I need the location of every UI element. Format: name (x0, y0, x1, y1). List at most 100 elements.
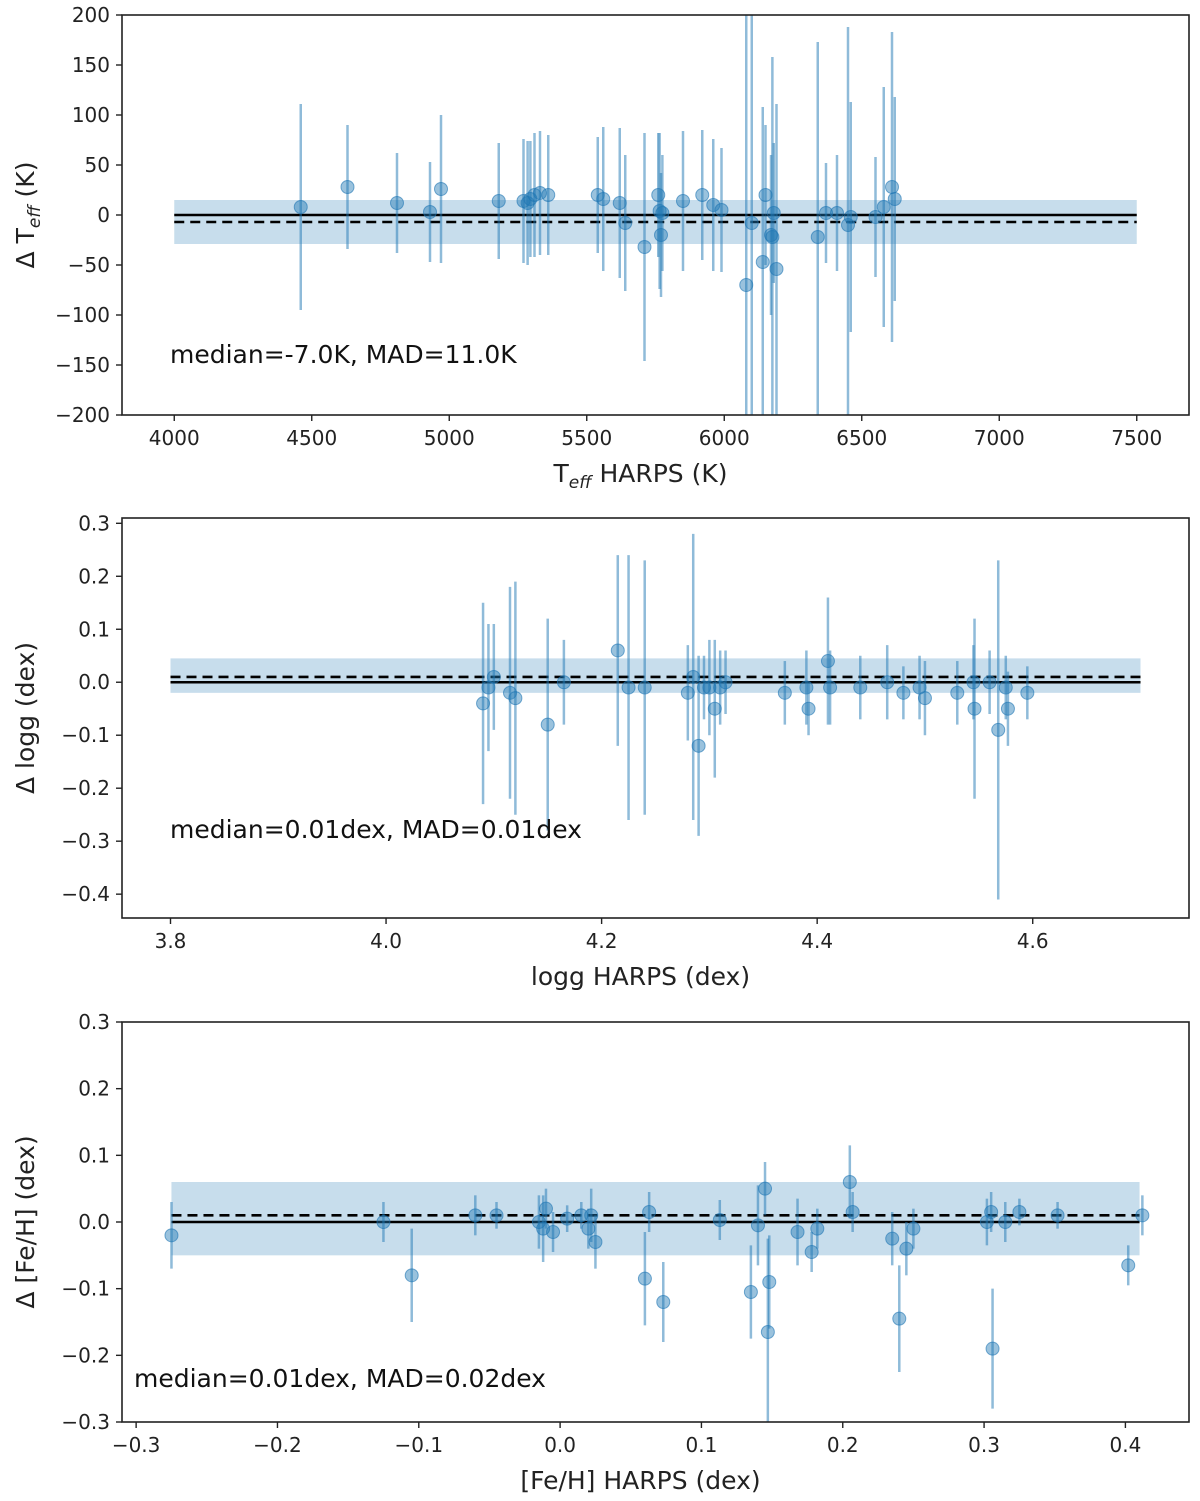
y-tick-label: −0.1 (61, 1277, 110, 1301)
data-point (1012, 1205, 1027, 1219)
stats-annotation: median=0.01dex, MAD=0.02dex (134, 1364, 546, 1393)
data-point (533, 186, 547, 200)
x-tick-label: −0.1 (394, 1433, 443, 1457)
data-point (967, 701, 982, 716)
data-point (906, 1221, 921, 1236)
x-tick-label: 4500 (286, 426, 337, 450)
y-tick-label: 0.1 (78, 1143, 110, 1167)
data-point (799, 680, 814, 695)
panel-logg: 3.8 4.0 4.2 4.4 4.6 −0.4 −0.3 −0.2 −0.1 0.0 0.1 0.2… (11, 511, 1190, 991)
y-tick-label: −100 (55, 303, 110, 327)
stats-annotation: median=0.01dex, MAD=0.01dex (170, 815, 582, 844)
y-axis-label: Δ Teff (K) (11, 162, 45, 269)
data-point (804, 1245, 819, 1259)
data-point (810, 1221, 825, 1236)
y-tick-label: −0.2 (61, 1343, 110, 1367)
data-point (998, 680, 1013, 695)
data-point (810, 230, 825, 244)
data-point (750, 1218, 765, 1233)
data-point (892, 1311, 907, 1326)
axes-frame (121, 517, 1190, 919)
y-tick-label: 0.3 (78, 511, 110, 535)
data-point (1135, 1208, 1150, 1223)
panel-teff: 4000 4500 5000 5500 6000 6500 7000 7500 −200 −150… (11, 3, 1190, 493)
x-tick-label: 7500 (1111, 426, 1162, 450)
data-point (588, 1235, 603, 1249)
data-point (434, 182, 448, 196)
data-point (1000, 701, 1015, 716)
data-point (950, 685, 965, 700)
data-point (676, 194, 690, 208)
data-point (293, 200, 308, 214)
data-point (538, 1201, 553, 1216)
data-point (880, 675, 895, 690)
data-point (885, 1231, 900, 1246)
x-tick-label: 5000 (424, 426, 475, 450)
data-point (596, 192, 611, 206)
data-point (868, 210, 883, 224)
data-point (546, 1225, 561, 1239)
data-point (887, 192, 902, 206)
data-point (1121, 1258, 1136, 1273)
data-point (164, 1228, 179, 1243)
data-point (714, 203, 729, 217)
x-tick-label: 4.2 (586, 929, 618, 953)
panel-feh: −0.3 −0.2 −0.1 0.0 0.1 0.2 0.3 0.4 −0.3 −0.2 −0.1 0… (11, 1010, 1190, 1495)
data-point (691, 738, 706, 753)
data-point (982, 675, 997, 690)
y-tick-label: −150 (55, 353, 110, 377)
y-tick-label: 150 (72, 53, 110, 77)
data-point (801, 701, 816, 716)
scatter-band (170, 658, 1141, 693)
y-axis-label: Δ [Fe/H] (dex) (11, 1135, 40, 1308)
data-point (819, 206, 833, 220)
x-tick-label: 5500 (561, 426, 612, 450)
x-tick-label: −0.3 (112, 1433, 161, 1457)
data-point (899, 1241, 914, 1256)
data-point (340, 180, 355, 194)
data-point (777, 685, 792, 700)
data-point (718, 675, 733, 690)
y-tick-label: 0.2 (78, 564, 110, 588)
x-axis-label: Teff HARPS (K) (552, 459, 727, 493)
y-tick-label: 0.0 (78, 670, 110, 694)
data-point (610, 643, 625, 658)
data-point (491, 194, 506, 208)
data-point (1050, 1208, 1065, 1223)
x-tick-label: 7000 (974, 426, 1025, 450)
data-point (755, 255, 770, 269)
data-point (885, 180, 899, 194)
data-point (760, 1325, 775, 1339)
data-point (896, 685, 911, 700)
data-point (820, 654, 835, 669)
data-point (656, 1295, 671, 1309)
y-tick-label: 200 (72, 3, 110, 27)
data-point (621, 680, 636, 695)
plot-area-logg (170, 533, 1141, 900)
x-axis-label: [Fe/H] HARPS (dex) (520, 1466, 760, 1495)
x-tick-label: 4000 (149, 426, 200, 450)
data-point (830, 206, 844, 220)
data-point (540, 717, 555, 732)
data-point (853, 680, 868, 695)
x-tick-label: 6500 (836, 426, 887, 450)
y-tick-label: −50 (68, 253, 110, 277)
data-point (744, 216, 759, 230)
y-tick-label: 0.3 (78, 1010, 110, 1034)
data-point (842, 1175, 857, 1189)
data-point (790, 1225, 805, 1239)
data-point (376, 1215, 391, 1229)
data-point (489, 1208, 504, 1223)
data-point (618, 216, 633, 230)
data-point (404, 1268, 419, 1283)
data-point (766, 206, 781, 220)
y-tick-label: 0.0 (78, 1210, 110, 1234)
x-tick-label: 0.1 (686, 1433, 718, 1457)
data-point (655, 206, 670, 220)
data-point (637, 1271, 652, 1286)
data-point (560, 1211, 575, 1226)
data-point (637, 680, 652, 695)
data-point (637, 240, 652, 254)
plot-area-teff (174, 15, 1137, 415)
y-tick-label: 50 (85, 153, 110, 177)
